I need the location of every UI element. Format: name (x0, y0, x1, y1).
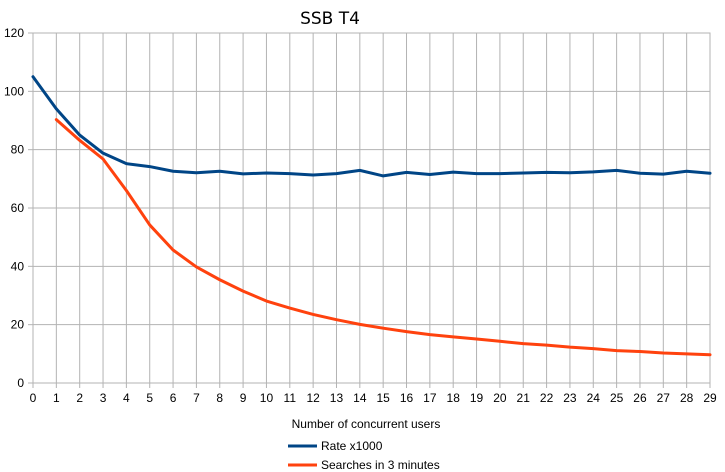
x-tick-label: 7 (193, 391, 200, 405)
x-tick-label: 25 (610, 391, 624, 405)
x-axis-ticks: 0 1 2 3 4 5 6 7 8 9 10 11 12 13 14 15 16 17 18 19 20 21 22 23 24… (30, 383, 717, 405)
x-tick-label: 4 (123, 391, 130, 405)
x-tick-label: 13 (330, 391, 344, 405)
x-tick-label: 16 (400, 391, 414, 405)
y-tick-label: 80 (11, 143, 25, 157)
y-tick-label: 60 (11, 201, 25, 215)
x-tick-label: 12 (306, 391, 320, 405)
series-line-searches-in-3-minutes (54, 118, 712, 357)
x-tick-label: 17 (423, 391, 437, 405)
x-tick-label: 14 (353, 391, 367, 405)
x-tick-label: 28 (680, 391, 694, 405)
x-tick-label: 15 (376, 391, 390, 405)
y-tick-label: 100 (4, 84, 24, 98)
y-tick-label: 120 (4, 26, 24, 40)
chart-title: SSB T4 (300, 9, 360, 29)
x-tick-label: 9 (240, 391, 247, 405)
legend: Rate x1000 Searches in 3 minutes (288, 439, 440, 472)
y-axis-ticks: 0 20 40 60 80 100 120 (4, 26, 33, 390)
x-tick-label: 5 (146, 391, 153, 405)
series-line-rate-x1000 (31, 75, 712, 178)
x-tick-label: 8 (216, 391, 223, 405)
series-lines (31, 75, 712, 357)
x-tick-label: 27 (657, 391, 671, 405)
y-tick-label: 0 (17, 376, 24, 390)
y-tick-label: 20 (11, 318, 25, 332)
x-axis-label: Number of concurrent users (292, 417, 441, 431)
legend-label: Rate x1000 (321, 439, 383, 453)
x-tick-label: 21 (517, 391, 531, 405)
x-tick-label: 2 (76, 391, 83, 405)
grid (32, 32, 711, 384)
x-tick-label: 10 (260, 391, 274, 405)
x-tick-label: 29 (703, 391, 717, 405)
x-tick-label: 20 (493, 391, 507, 405)
x-tick-label: 23 (563, 391, 577, 405)
x-tick-label: 22 (540, 391, 554, 405)
x-tick-label: 1 (53, 391, 60, 405)
legend-label: Searches in 3 minutes (321, 458, 440, 472)
x-tick-label: 19 (470, 391, 484, 405)
x-tick-label: 18 (447, 391, 461, 405)
x-tick-label: 6 (170, 391, 177, 405)
x-tick-label: 26 (633, 391, 647, 405)
x-tick-label: 0 (30, 391, 37, 405)
y-tick-label: 40 (11, 259, 25, 273)
x-tick-label: 24 (587, 391, 601, 405)
x-tick-label: 3 (100, 391, 107, 405)
x-tick-label: 11 (284, 391, 297, 405)
